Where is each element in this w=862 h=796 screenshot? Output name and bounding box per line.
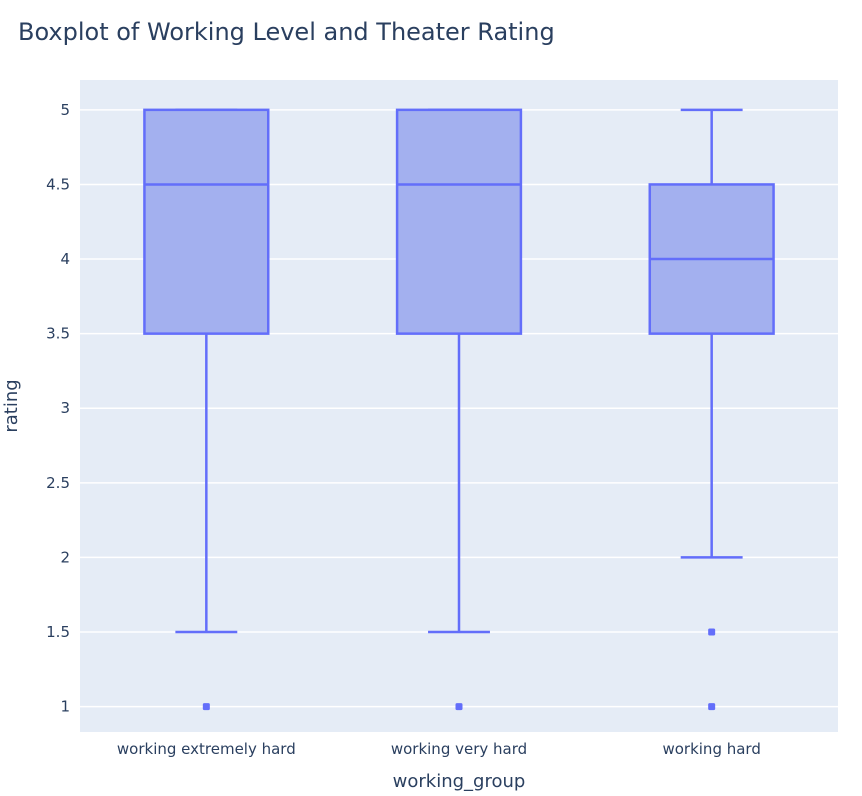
x-tick-label: working extremely hard xyxy=(117,740,296,758)
outlier-point xyxy=(455,703,463,711)
y-axis-title: rating xyxy=(1,379,22,432)
y-tick-label: 2 xyxy=(60,548,70,566)
x-tick-label: working hard xyxy=(662,740,760,758)
x-axis-ticks: working extremely hard working very hard w… xyxy=(117,740,761,758)
y-tick-label: 1.5 xyxy=(46,623,70,641)
y-tick-label: 5 xyxy=(60,101,70,119)
y-tick-label: 4 xyxy=(60,250,70,268)
outlier-point xyxy=(708,628,716,636)
box-group xyxy=(395,108,523,711)
y-tick-label: 2.5 xyxy=(46,474,70,492)
x-axis-title: working_group xyxy=(393,771,526,792)
box-iqr xyxy=(395,108,523,335)
y-tick-label: 3 xyxy=(60,399,70,417)
y-axis-ticks: 1 1.5 2 2.5 3 3.5 4 4.5 5 xyxy=(46,101,70,716)
chart-title: Boxplot of Working Level and Theater Rat… xyxy=(18,18,555,46)
outlier-point xyxy=(708,703,716,711)
box-group xyxy=(648,108,775,711)
y-tick-label: 3.5 xyxy=(46,325,70,343)
y-tick-label: 4.5 xyxy=(46,175,70,193)
box-iqr xyxy=(143,108,270,335)
x-tick-label: working very hard xyxy=(391,740,527,758)
box-group xyxy=(143,108,270,711)
y-tick-label: 1 xyxy=(60,698,70,716)
outlier-point xyxy=(202,703,210,711)
box-layer xyxy=(143,108,775,711)
